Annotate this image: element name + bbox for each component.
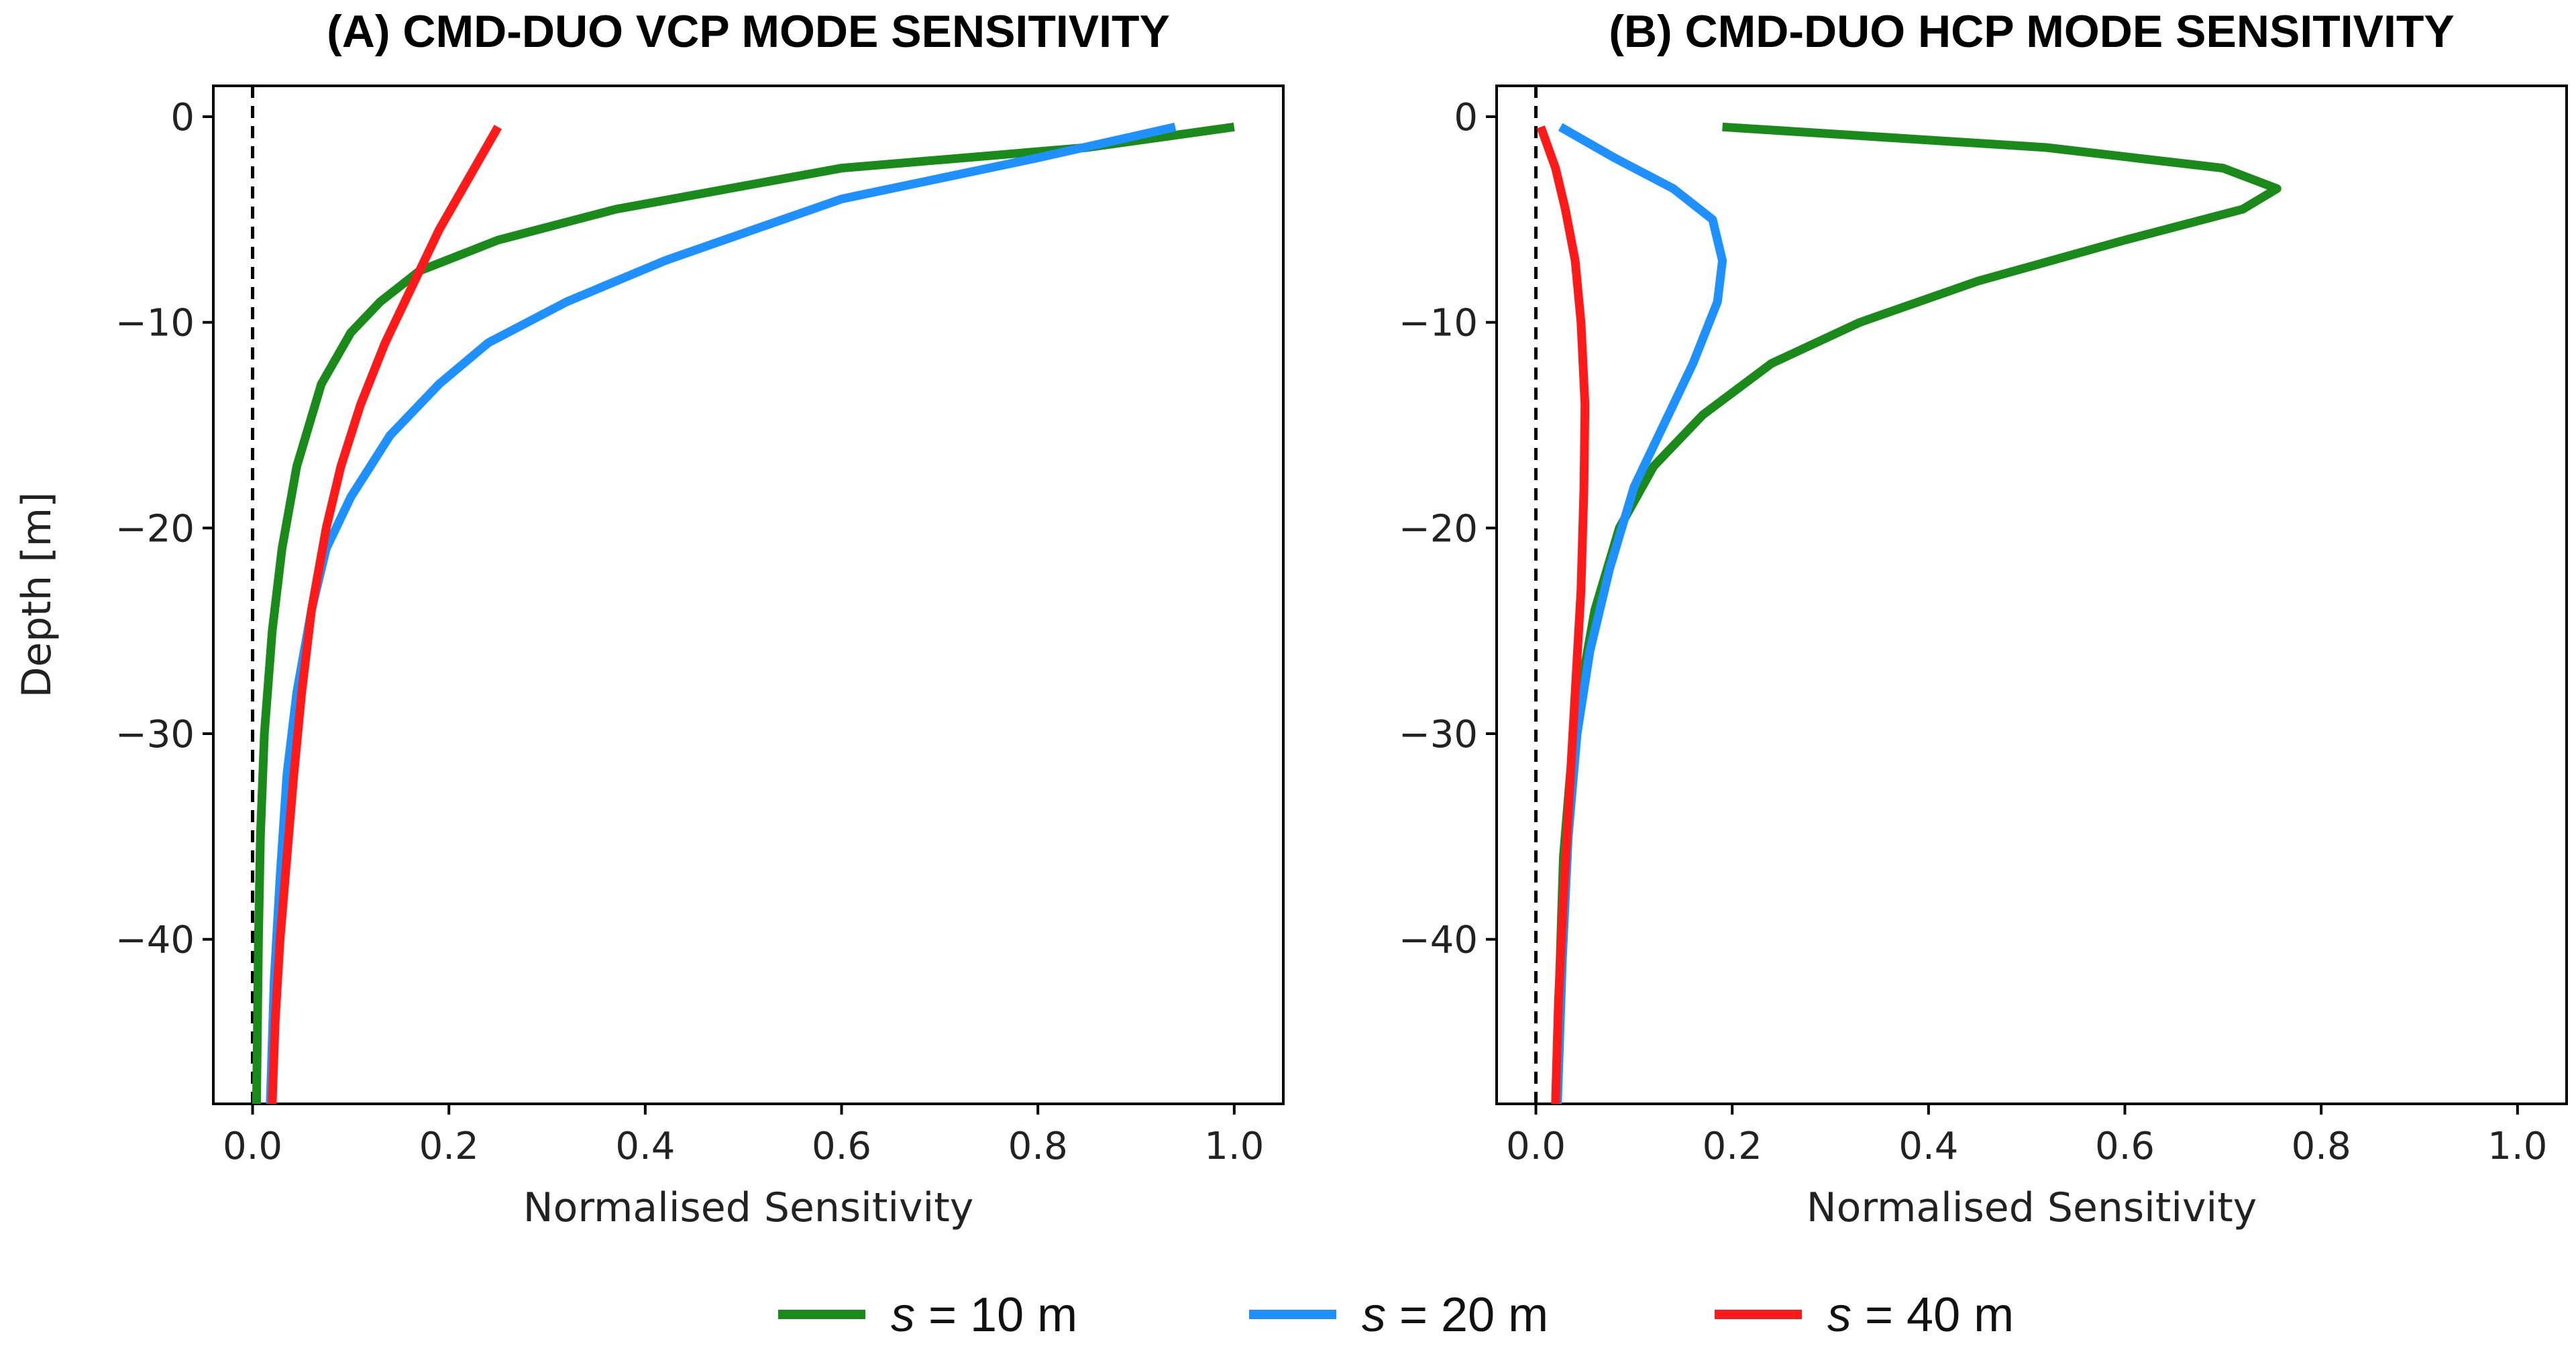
- plot-frame: [212, 84, 1285, 1105]
- y-tick-label: −10: [115, 302, 195, 345]
- y-tick-label: −30: [115, 713, 195, 756]
- panel-title: (B) CMD-DUO HCP MODE SENSITIVITY: [1609, 6, 2455, 57]
- x-axis-label: Normalised Sensitivity: [1807, 1184, 2257, 1231]
- y-tick-label: −40: [1399, 919, 1478, 962]
- x-tick-label: 0.2: [1703, 1125, 1762, 1168]
- x-tick-label: 0.8: [1008, 1125, 1068, 1168]
- x-tick-label: 0.0: [223, 1125, 282, 1168]
- y-tick-label: −40: [115, 919, 195, 962]
- legend-symbol: s: [891, 1288, 915, 1342]
- y-tick-label: 0: [1454, 96, 1478, 139]
- y-tick-label: 0: [170, 96, 195, 139]
- x-tick-label: 1.0: [1204, 1125, 1264, 1168]
- x-tick-label: 0.2: [419, 1125, 479, 1168]
- series-line-40m: [268, 125, 502, 1104]
- x-tick-label: 0.4: [615, 1125, 675, 1168]
- series-line-40m: [1536, 125, 1590, 1104]
- series-line-20m: [266, 122, 1177, 1104]
- x-tick-label: 0.6: [2095, 1125, 2155, 1168]
- legend-value: = 40 m: [1851, 1288, 2014, 1342]
- legend-label: s = 10 m: [891, 1288, 1077, 1342]
- y-tick-label: −10: [1399, 302, 1478, 345]
- legend-value: = 20 m: [1386, 1288, 1548, 1342]
- legend-symbol: s: [1362, 1288, 1386, 1342]
- x-tick-label: 1.0: [2487, 1125, 2547, 1168]
- y-tick-label: −20: [1399, 507, 1478, 551]
- x-axis-label: Normalised Sensitivity: [523, 1184, 973, 1231]
- plot-frame: [1495, 84, 2568, 1105]
- legend-symbol: s: [1827, 1288, 1851, 1342]
- legend-value: = 10 m: [915, 1288, 1077, 1342]
- panel-hcp: (B) CMD-DUO HCP MODE SENSITIVITY 0.0 0.2 0.…: [1399, 6, 2568, 1231]
- y-tick-label: −20: [115, 507, 195, 551]
- x-tick-label: 0.8: [2292, 1125, 2351, 1168]
- series-line-10m: [1551, 122, 2282, 1104]
- y-tick-label: −30: [1399, 713, 1478, 756]
- legend-label: s = 20 m: [1362, 1288, 1548, 1342]
- x-tick-label: 0.4: [1898, 1125, 1958, 1168]
- y-axis-label: Depth [m]: [13, 492, 60, 697]
- series-line-10m: [252, 122, 1235, 1104]
- x-tick-label: 0.6: [812, 1125, 871, 1168]
- legend-label: s = 40 m: [1827, 1288, 2014, 1342]
- panel-vcp: (A) CMD-DUO VCP MODE SENSITIVITY 0.0 0.2 0.…: [13, 6, 1285, 1231]
- panel-title: (A) CMD-DUO VCP MODE SENSITIVITY: [327, 6, 1170, 57]
- x-tick-label: 0.0: [1506, 1125, 1566, 1168]
